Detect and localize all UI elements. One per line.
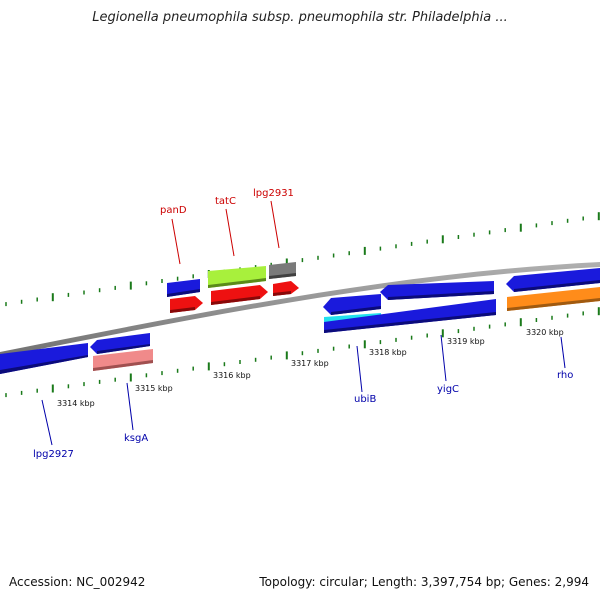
gene-rho[interactable] [506, 268, 600, 311]
gene-label-lpg2931[interactable]: lpg2931 [253, 188, 294, 199]
scale-ticks-upper [5, 212, 600, 307]
gene-yigC[interactable] [324, 281, 496, 333]
scale-label: 3317 kbp [291, 359, 329, 368]
scale-ticks-lower [5, 307, 600, 398]
scale-label: 3316 kbp [213, 371, 251, 380]
gene-labels: lpg2927 ksgA panD tatC lpg2931 ubiB yigC… [33, 188, 573, 460]
scale-label: 3318 kbp [369, 348, 407, 357]
gene-label-ksgA[interactable]: ksgA [124, 433, 148, 444]
gene-label-ubiB[interactable]: ubiB [354, 394, 376, 405]
gene-label-leaders [41, 200, 566, 446]
organism-title: Legionella pneumophila subsp. pneumophil… [92, 10, 508, 25]
genome-summary-text: Topology: circular; Length: 3,397,754 bp… [259, 575, 589, 589]
scale-label: 3314 kbp [57, 399, 95, 408]
scale-label: 3315 kbp [135, 384, 173, 393]
gene-label-tatC[interactable]: tatC [215, 196, 236, 207]
accession-text: Accession: NC_002942 [9, 575, 146, 589]
gene-panD[interactable] [167, 279, 203, 313]
scale-label: 3320 kbp [526, 328, 564, 337]
gene-ksgA[interactable] [90, 333, 153, 371]
gene-label-yigC[interactable]: yigC [437, 384, 459, 395]
scale-label: 3319 kbp [447, 337, 485, 346]
gene-label-rho[interactable]: rho [557, 370, 573, 381]
gene-lpg2927[interactable] [0, 343, 88, 374]
scale-labels: 3314 kbp 3315 kbp 3316 kbp 3317 kbp 3318… [57, 328, 564, 408]
gene-tatC[interactable] [208, 266, 268, 305]
gene-label-lpg2927[interactable]: lpg2927 [33, 449, 74, 460]
gene-lpg2931[interactable] [269, 262, 299, 296]
gene-label-panD[interactable]: panD [160, 205, 187, 216]
